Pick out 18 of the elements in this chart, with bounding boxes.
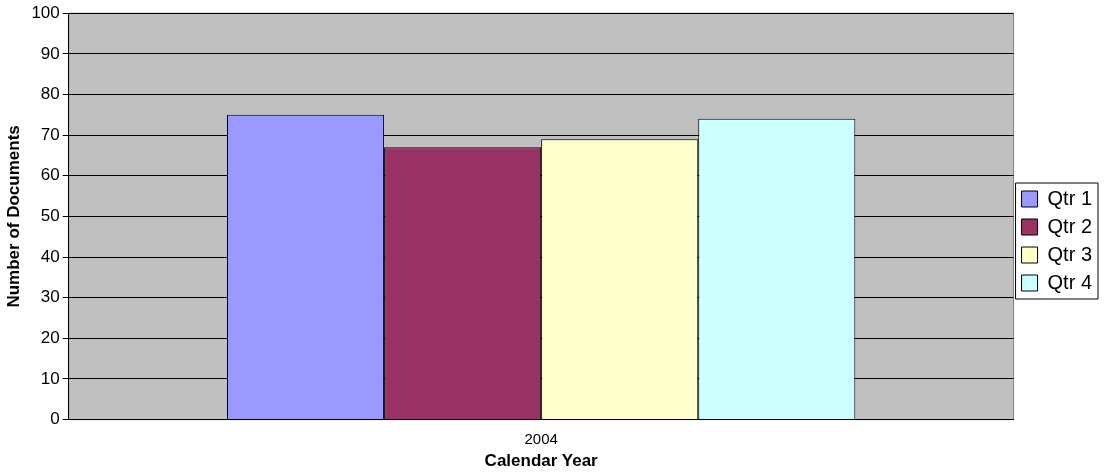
y-tick-label: 80 xyxy=(40,84,60,104)
y-tick-label: 0 xyxy=(50,409,60,429)
y-tick-label: 30 xyxy=(40,287,60,307)
y-tick-label: 90 xyxy=(40,43,60,63)
y-tick-label: 50 xyxy=(40,206,60,226)
x-tick-label: 2004 xyxy=(524,429,558,447)
y-axis-title: Number of Documents xyxy=(3,125,23,308)
y-tick-label: 70 xyxy=(40,124,60,144)
y-tick-label: 100 xyxy=(31,2,60,22)
y-tick-label: 10 xyxy=(40,368,60,388)
legend-label: Qtr 1 xyxy=(1047,186,1092,209)
y-tick-label: 20 xyxy=(40,328,60,348)
y-tick-label: 40 xyxy=(40,246,60,266)
legend-label: Qtr 3 xyxy=(1047,242,1092,265)
legend-label: Qtr 4 xyxy=(1047,270,1092,293)
y-tick-label: 60 xyxy=(40,165,60,185)
x-axis-title: Calendar Year xyxy=(484,451,599,471)
legend-label: Qtr 2 xyxy=(1047,214,1092,237)
